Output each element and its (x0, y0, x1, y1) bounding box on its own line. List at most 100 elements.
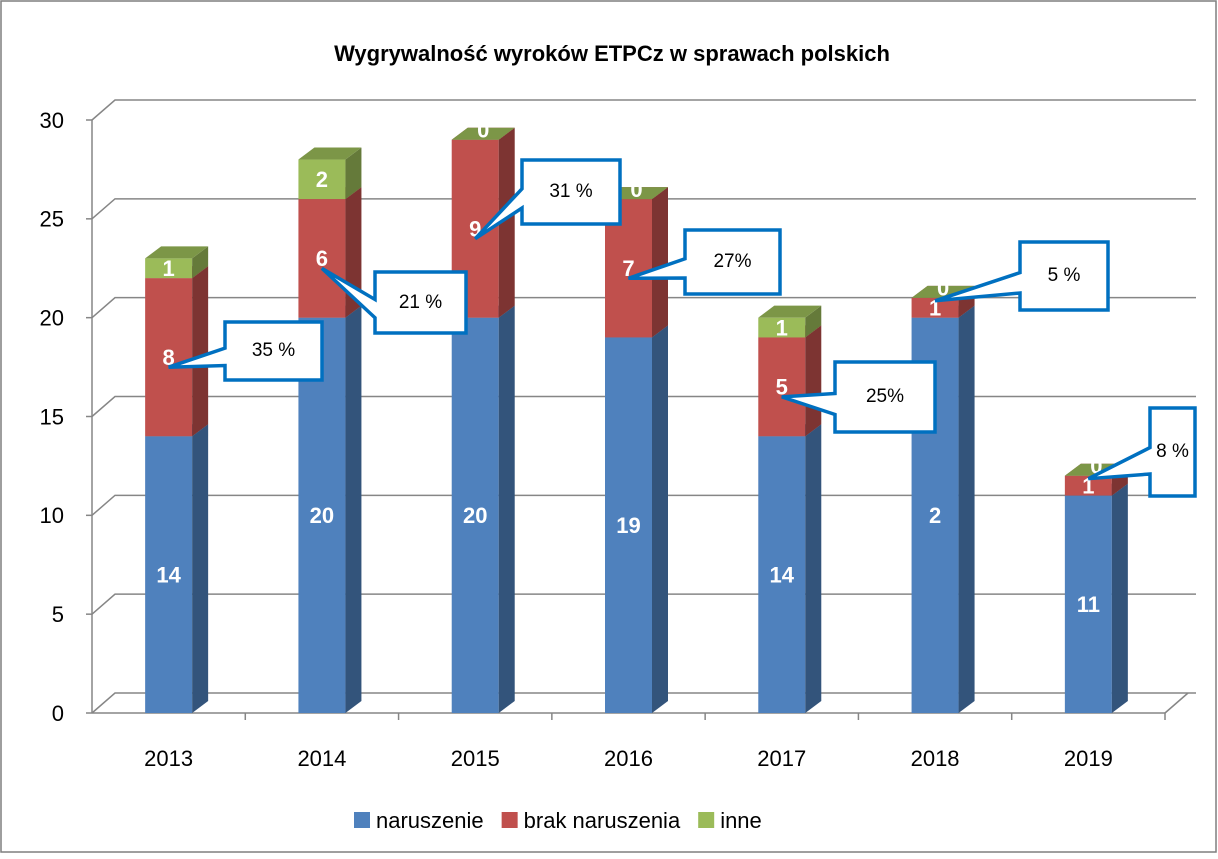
x-tick-label: 2014 (297, 746, 346, 771)
bar-side (345, 147, 362, 200)
callout-text: 21 % (398, 291, 443, 313)
callout-text: 31 % (549, 181, 593, 203)
bar-front (145, 278, 193, 437)
bar-side (345, 305, 362, 713)
grid-line (91, 99, 1196, 121)
value-label: 20 (463, 503, 487, 528)
legend-swatch (698, 812, 715, 828)
bar-segment (758, 424, 822, 713)
callout: 21 % (398, 291, 443, 313)
callout-box (168, 320, 324, 382)
bar-top (758, 305, 822, 318)
bar-top (145, 246, 209, 259)
bar-front (1064, 475, 1112, 496)
bar-side (192, 246, 209, 279)
callout: 31 % (549, 181, 593, 203)
value-label: 0 (630, 177, 642, 202)
y-tick-label: 0 (52, 701, 64, 726)
callout: 27% (713, 251, 752, 273)
bar-side (498, 127, 515, 318)
value-label: 20 (310, 503, 334, 528)
callout-text: 25% (865, 386, 905, 408)
bar-top (298, 147, 362, 160)
bar-segment (145, 246, 209, 279)
value-label: 14 (156, 562, 181, 587)
bar-side (652, 325, 668, 713)
grid-line (91, 296, 1196, 319)
value-label: 8 (163, 345, 175, 370)
bar-segment (298, 305, 362, 713)
bar-segment (451, 127, 515, 140)
callout-box (1087, 406, 1197, 498)
callout-text: 27% (713, 251, 752, 273)
y-tick-label: 10 (40, 503, 64, 528)
bar-side (192, 266, 209, 437)
legend-label: inne (720, 808, 762, 833)
callout: 8 % (1156, 441, 1189, 462)
x-tick-label: 2013 (144, 746, 193, 771)
x-tick-label: 2017 (757, 746, 806, 771)
value-label: 1 (776, 315, 788, 340)
value-label: 19 (616, 513, 640, 538)
value-label: 7 (622, 256, 634, 281)
legend-label: naruszenie (376, 808, 484, 833)
callout-box (627, 228, 782, 296)
bar-side (805, 305, 822, 338)
callout-text: 35 % (251, 340, 296, 362)
bar-front (298, 317, 346, 713)
x-tick-label: 2019 (1064, 746, 1113, 771)
bar-top (451, 127, 515, 140)
legend-swatch (354, 812, 370, 828)
bar-segment (298, 147, 362, 200)
bar-front (605, 337, 652, 713)
y-tick-label: 25 (40, 207, 64, 232)
legend-label: brak naruszenia (524, 808, 681, 833)
bar-front (298, 199, 346, 318)
callout-box (934, 240, 1110, 312)
x-tick-label: 2015 (451, 746, 500, 771)
y-tick-label: 5 (52, 602, 64, 627)
grid-line (91, 198, 1196, 220)
bar-segment (758, 305, 822, 338)
bar-side (805, 325, 822, 437)
bar-side (192, 424, 209, 713)
bar-side (1111, 483, 1128, 713)
grid-line (91, 593, 1196, 615)
x-tick-label: 2016 (604, 746, 653, 771)
value-label: 14 (770, 562, 795, 587)
grid-line (91, 494, 1196, 516)
bar-side (805, 424, 822, 713)
bar-front (1064, 495, 1112, 713)
floor-edge (1164, 692, 1189, 714)
callout: 25% (865, 386, 905, 408)
y-tick-label: 20 (40, 305, 64, 330)
value-label: 6 (316, 246, 328, 271)
bar-segment (145, 424, 209, 713)
callout: 5 % (1048, 265, 1081, 286)
x-tick-label: 2018 (911, 746, 960, 771)
bar-front (758, 337, 806, 437)
value-label: 0 (937, 276, 949, 301)
bar-side (652, 187, 668, 338)
bar-front (758, 317, 806, 338)
callout-box (473, 158, 622, 241)
value-label: 11 (1077, 592, 1100, 617)
legend-swatch (501, 812, 518, 828)
chart-title: Wygrywalność wyroków ETPCz w sprawach po… (334, 41, 890, 66)
value-label: 5 (776, 375, 788, 400)
y-tick-label: 30 (40, 108, 64, 133)
value-label: 2 (316, 167, 328, 192)
bar-front (451, 317, 499, 713)
bar-side (498, 305, 515, 713)
value-label: 0 (477, 118, 489, 143)
bar-front (298, 159, 346, 200)
callout-box (320, 266, 468, 335)
value-label: 2 (929, 503, 941, 528)
bar-segment (451, 305, 515, 713)
bar-front (145, 258, 193, 279)
value-label: 1 (163, 256, 175, 281)
callout: 35 % (251, 340, 296, 362)
y-tick-label: 15 (40, 404, 64, 429)
bar-front (911, 297, 959, 318)
